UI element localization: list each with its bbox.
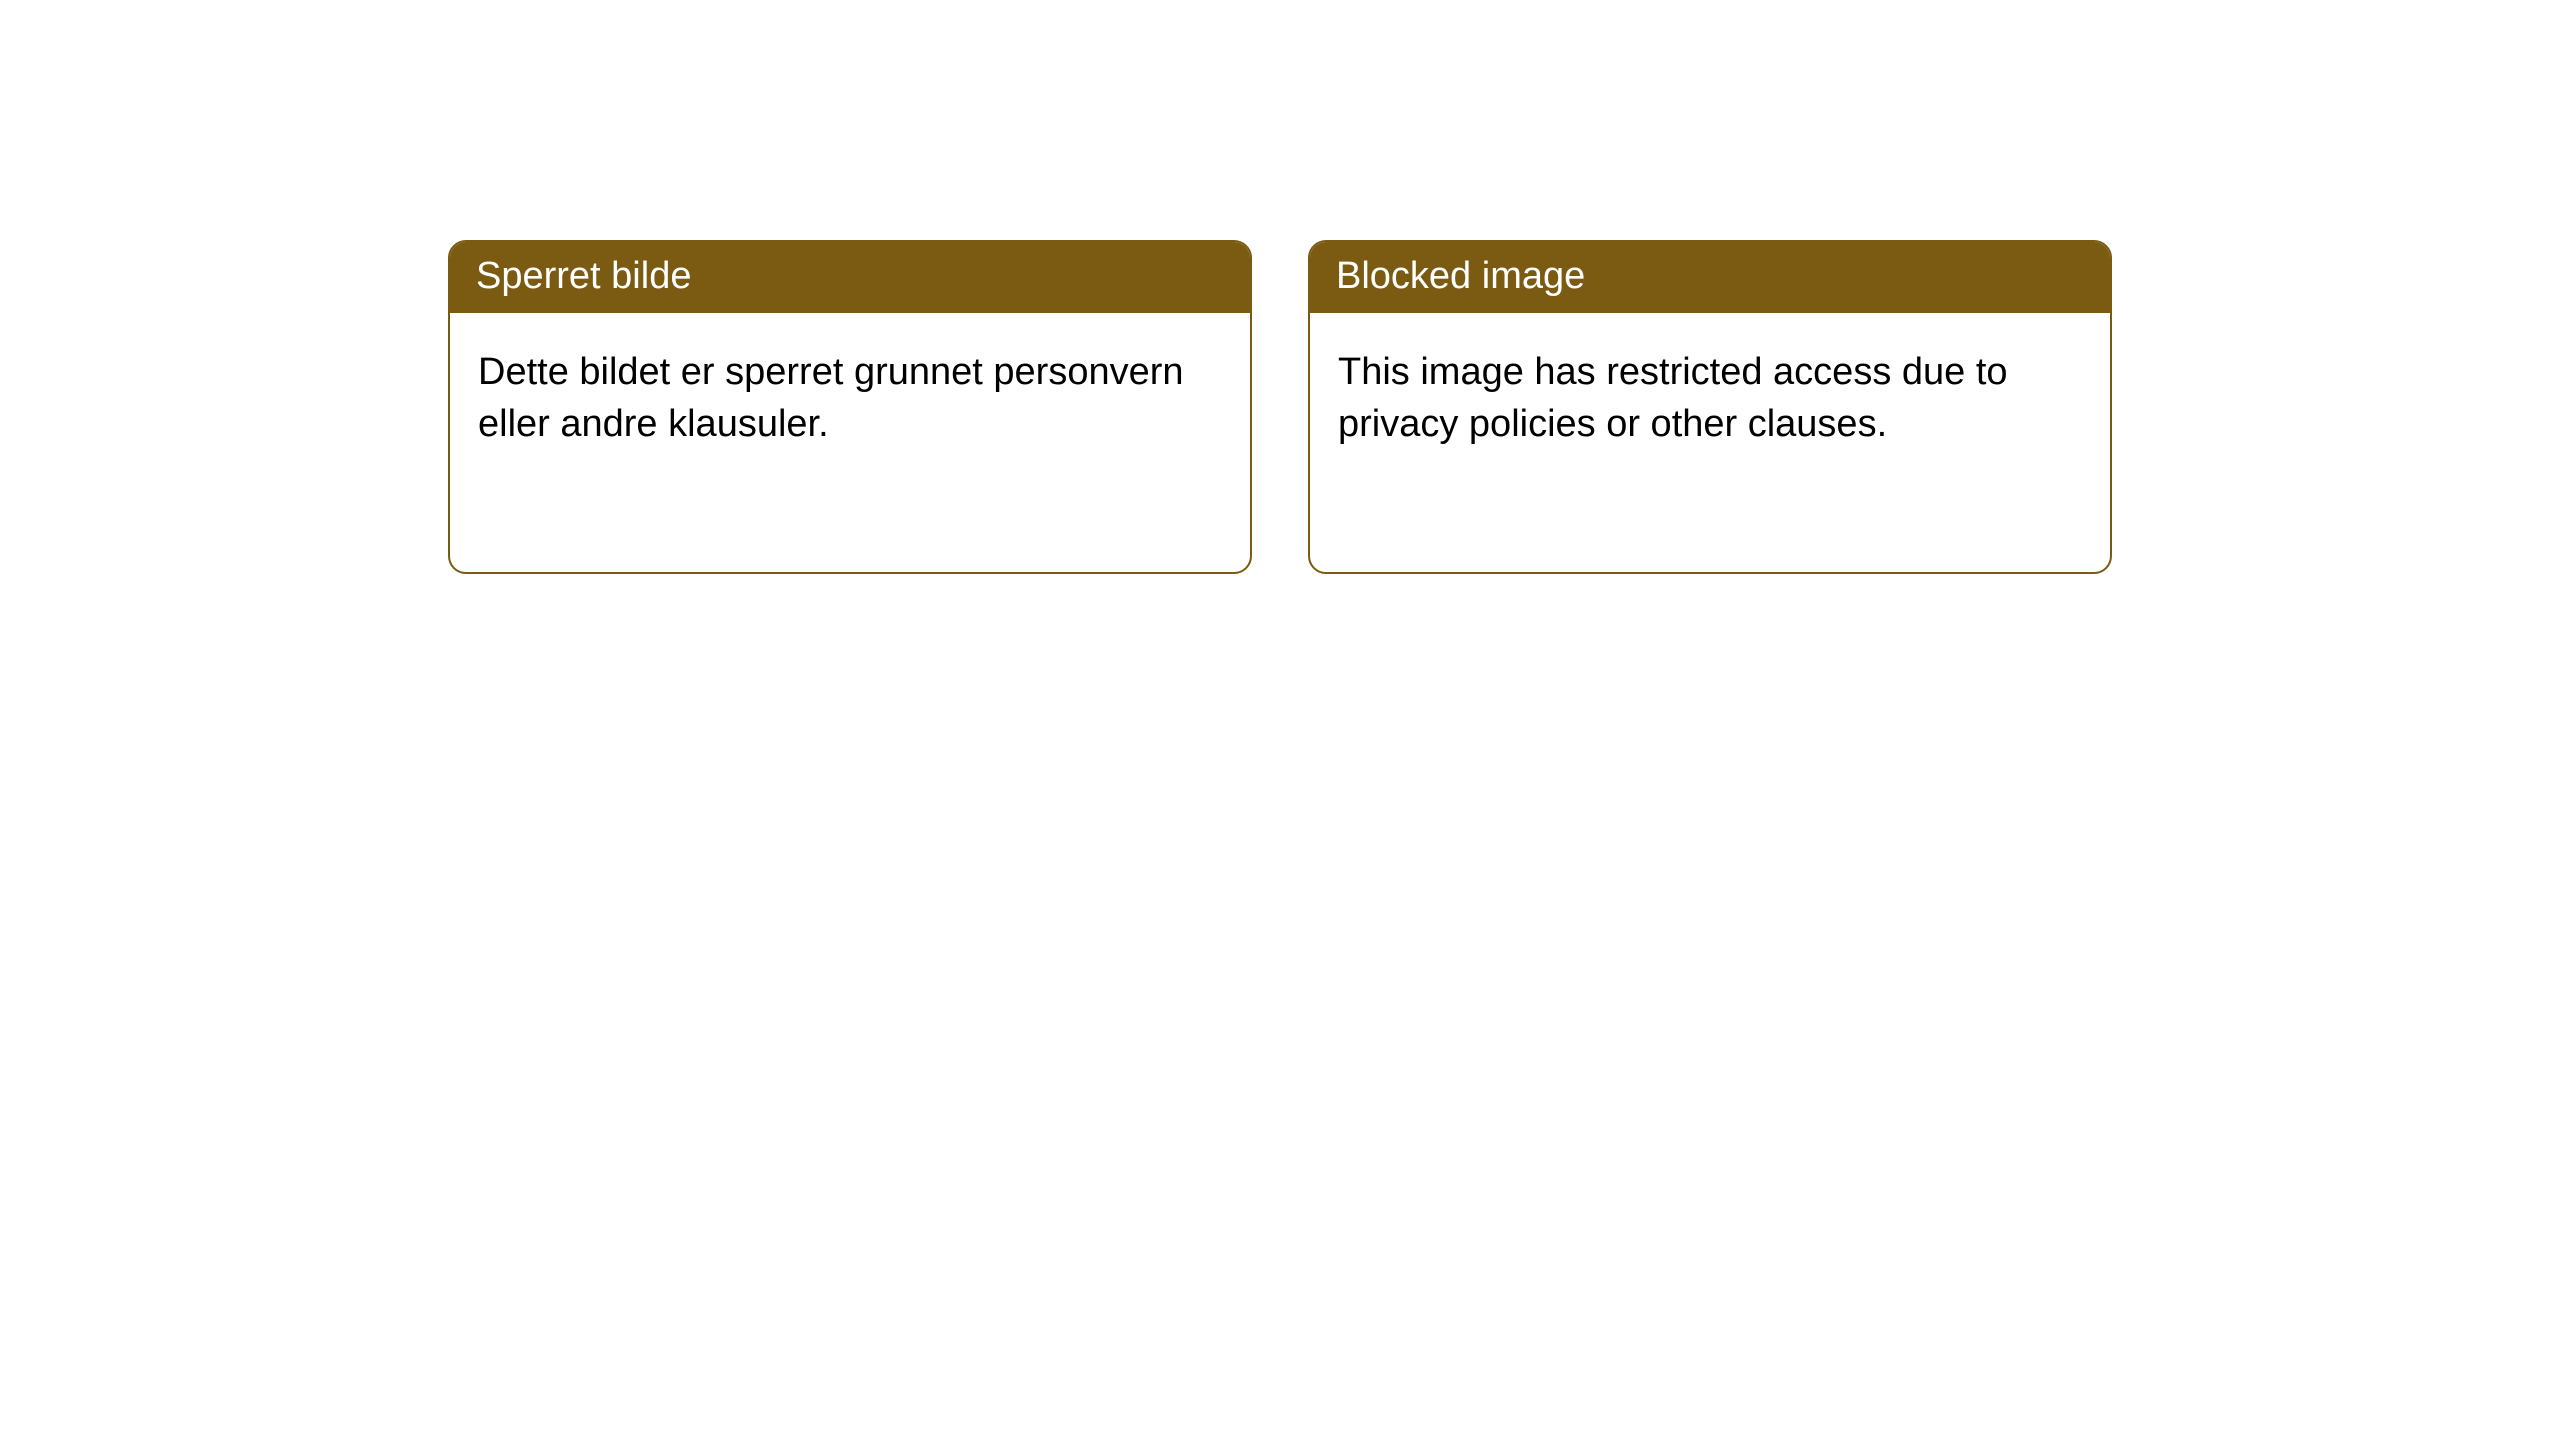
card-body-text: Dette bildet er sperret grunnet personve… xyxy=(450,313,1250,478)
card-title: Sperret bilde xyxy=(450,242,1250,313)
card-title: Blocked image xyxy=(1310,242,2110,313)
notice-container: Sperret bilde Dette bildet er sperret gr… xyxy=(0,0,2560,574)
notice-card-norwegian: Sperret bilde Dette bildet er sperret gr… xyxy=(448,240,1252,574)
notice-card-english: Blocked image This image has restricted … xyxy=(1308,240,2112,574)
card-body-text: This image has restricted access due to … xyxy=(1310,313,2110,478)
